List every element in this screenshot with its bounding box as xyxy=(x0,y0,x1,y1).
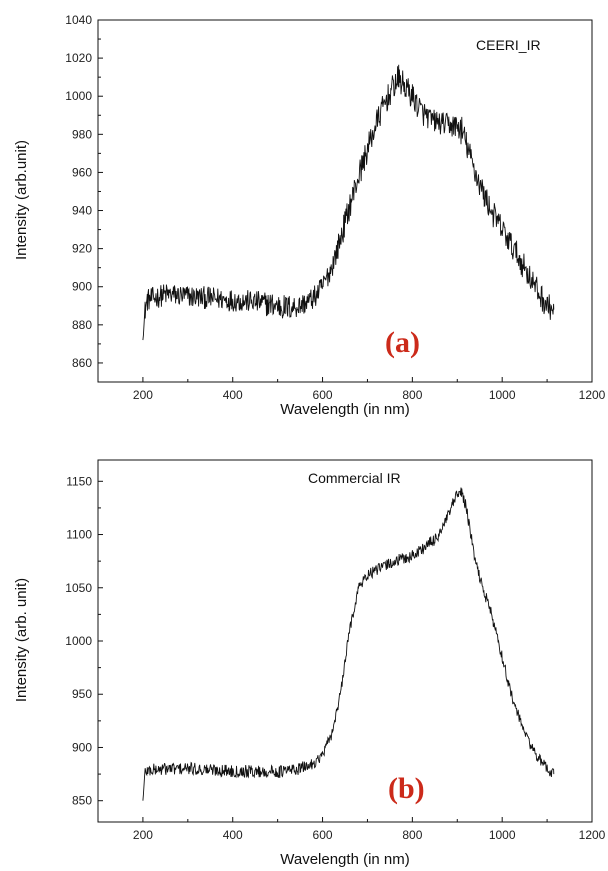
x-tick-label: 600 xyxy=(313,828,333,842)
y-tick-label: 1100 xyxy=(66,528,92,542)
chart-panel-a: 860 880 900 920 940 960 980 1000 1020 1040 200 400… xyxy=(13,13,606,418)
y-tick-label: 1150 xyxy=(66,474,92,488)
y-axis-label-b: Intensity (arb. unit) xyxy=(13,578,30,702)
y-tick-label: 880 xyxy=(72,318,92,332)
x-tick-label: 600 xyxy=(313,388,333,402)
series-annotation-a: CEERI_IR xyxy=(476,37,541,53)
x-tick-label: 1000 xyxy=(489,828,516,842)
x-tick-label: 400 xyxy=(223,388,243,402)
chart-panel-b: 850 900 950 1000 1050 1100 1150 200 400 600 800 10… xyxy=(13,459,606,868)
spectrum-line-b xyxy=(142,487,555,801)
x-axis-label-a: Wavelength (in nm) xyxy=(280,401,410,418)
y-axis-label-a: Intensity (arb.unit) xyxy=(13,140,30,260)
y-tick-label: 900 xyxy=(72,740,92,754)
y-tick-label: 1000 xyxy=(65,634,92,648)
x-ticks-a: 200 400 600 800 1000 1200 xyxy=(97,377,606,402)
y-tick-label: 940 xyxy=(72,204,92,218)
y-tick-label: 1040 xyxy=(65,13,92,27)
y-tick-label: 950 xyxy=(72,687,92,701)
x-tick-label: 200 xyxy=(133,828,153,842)
panel-label-a: (a) xyxy=(385,326,420,359)
spectrum-line-a xyxy=(142,64,555,341)
x-tick-label: 1000 xyxy=(489,388,516,402)
y-tick-label: 980 xyxy=(72,127,92,141)
y-ticks-a: 860 880 900 920 940 960 980 1000 1020 1040 xyxy=(65,13,103,370)
y-tick-label: 900 xyxy=(72,280,92,294)
y-tick-label: 1020 xyxy=(65,51,92,65)
x-tick-label: 400 xyxy=(223,828,243,842)
y-tick-label: 850 xyxy=(72,794,92,808)
x-ticks-b: 200 400 600 800 1000 1200 xyxy=(97,817,606,842)
x-tick-label: 800 xyxy=(402,828,422,842)
y-tick-label: 1050 xyxy=(65,581,92,595)
x-tick-label: 1200 xyxy=(579,828,606,842)
x-tick-label: 800 xyxy=(402,388,422,402)
series-annotation-b: Commercial IR xyxy=(308,470,401,486)
panel-label-b: (b) xyxy=(388,772,425,805)
y-tick-label: 860 xyxy=(72,356,92,370)
x-tick-label: 200 xyxy=(133,388,153,402)
plot-frame-a xyxy=(97,19,593,383)
x-axis-label-b: Wavelength (in nm) xyxy=(280,851,410,868)
x-tick-label: 1200 xyxy=(579,388,606,402)
y-tick-label: 1000 xyxy=(65,89,92,103)
y-tick-label: 960 xyxy=(72,165,92,179)
y-ticks-b: 850 900 950 1000 1050 1100 1150 xyxy=(65,474,103,808)
y-tick-label: 920 xyxy=(72,242,92,256)
